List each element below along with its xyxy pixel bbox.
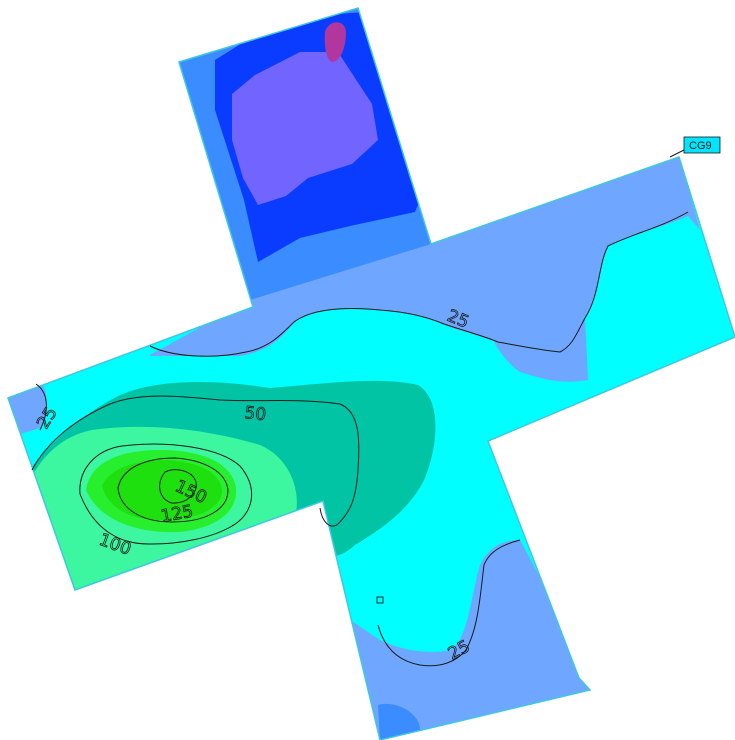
violet-band	[232, 52, 378, 205]
contour-bands	[8, 8, 700, 740]
cg9-tag-box	[683, 136, 721, 154]
contour-line-100	[79, 443, 252, 545]
contour-label-50: 50	[243, 403, 267, 425]
cross-outline	[7, 7, 735, 740]
light-blue-wedge	[485, 318, 588, 382]
contour-line-25-left	[35, 383, 47, 431]
cg9-tag: CG9	[669, 136, 721, 158]
magenta-peak	[324, 22, 346, 62]
cg9-tag-label: CG9	[689, 140, 712, 152]
mid-blue-corner-lower	[378, 703, 420, 740]
small-marker-square	[376, 596, 384, 604]
cross-shape	[8, 8, 735, 740]
light-blue-band-lower	[350, 540, 600, 740]
light-blue-band-right	[150, 157, 700, 356]
contour-line-50	[31, 395, 360, 527]
contour-line-25-upper	[149, 211, 689, 357]
contour-line-125	[117, 457, 229, 523]
contour-line-150	[159, 469, 197, 504]
contour-line-25-lower	[377, 539, 521, 667]
